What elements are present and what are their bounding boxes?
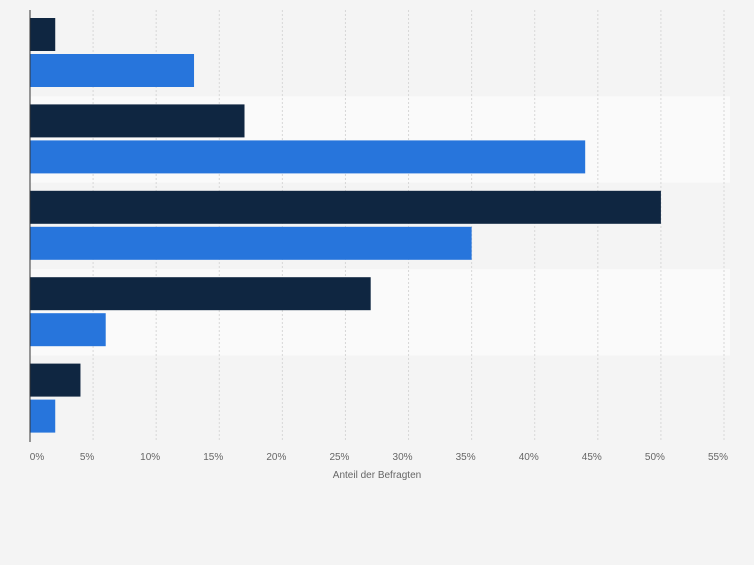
x-tick-label: 30% <box>393 452 413 463</box>
x-tick-label: 20% <box>266 452 286 463</box>
bar-series-1 <box>30 190 661 224</box>
bar-series-2 <box>30 140 586 174</box>
bar-series-1 <box>30 363 81 397</box>
bar-series-2 <box>30 226 472 260</box>
row-bands <box>30 10 730 442</box>
row-band <box>30 355 730 442</box>
x-tick-label: 10% <box>140 452 160 463</box>
bar-series-2 <box>30 313 106 347</box>
bar-series-2 <box>30 399 56 433</box>
x-tick-label: 5% <box>80 452 95 463</box>
x-tick-label: 45% <box>582 452 602 463</box>
x-tick-label: 40% <box>519 452 539 463</box>
bar-series-1 <box>30 18 56 51</box>
x-tick-label: 35% <box>456 452 476 463</box>
bar-series-2 <box>30 54 195 87</box>
x-tick-label: 55% <box>708 452 728 463</box>
x-tick-label: 50% <box>645 452 665 463</box>
bars <box>30 18 661 433</box>
x-tick-label: 25% <box>329 452 349 463</box>
x-axis-label: Anteil der Befragten <box>333 470 421 481</box>
x-tick-label: 0% <box>30 452 45 463</box>
x-tick-label: 15% <box>203 452 223 463</box>
gridlines <box>92 10 725 442</box>
bar-series-1 <box>30 104 245 138</box>
x-tick-labels: 0% 5% 10% 15% 20% 25% 30% 35% 40% 45% 50% 55% <box>30 452 728 463</box>
bar-series-1 <box>30 277 371 311</box>
